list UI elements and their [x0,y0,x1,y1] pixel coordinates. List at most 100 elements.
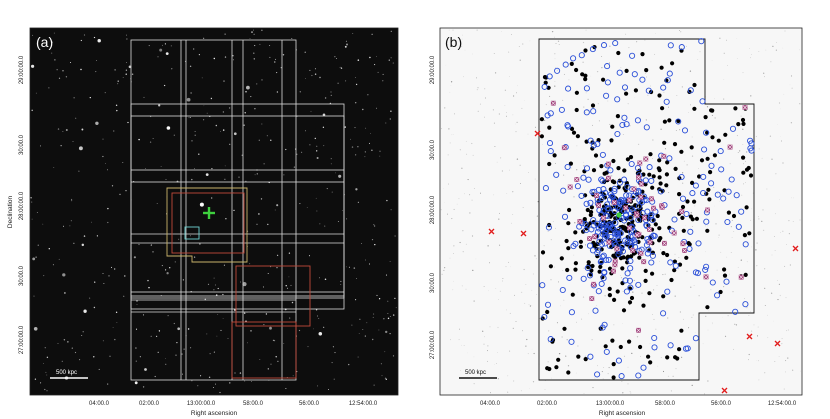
star [285,285,287,287]
speck [561,336,563,338]
member-galaxy-ring [732,308,739,315]
member-galaxy-ring [587,199,594,206]
speck [664,273,666,275]
speck [452,280,454,282]
speck [609,123,611,125]
speck [565,355,567,357]
star [276,267,278,269]
star [247,342,248,344]
speck [444,267,446,269]
speck [467,179,469,181]
star [81,243,85,247]
speck [583,161,585,163]
purple-x-square-marker [727,144,733,150]
speck [461,285,463,287]
star [176,341,178,344]
member-galaxy-ring [735,223,742,230]
star [187,328,190,330]
member-galaxy-ring [738,208,745,215]
member-galaxy-ring [599,177,606,185]
speck [521,330,523,332]
member-galaxy-dot [625,256,630,261]
speck [691,225,693,228]
member-galaxy-ring [583,85,590,92]
speck [479,192,482,194]
speck [799,219,801,221]
star [57,343,59,344]
speck [583,165,585,167]
speck [521,107,523,109]
speck [761,220,763,222]
star [161,44,163,46]
member-galaxy-dot [573,267,578,272]
marker-cross [662,241,667,246]
member-galaxy-dot [650,271,655,276]
marker-cross [591,282,596,287]
star [81,335,83,336]
member-galaxy-dot [731,213,737,219]
star [353,267,356,269]
speck [630,392,632,394]
speck [723,98,725,100]
star [186,97,191,102]
member-galaxy-ring [541,313,548,321]
speck [740,259,742,261]
red-footprint-tile [231,321,297,379]
star [340,67,343,69]
star [243,124,245,126]
member-galaxy-dot [661,294,666,299]
purple-x-square-marker [550,100,556,106]
member-galaxy-dot [607,266,613,271]
member-galaxy-dot [615,289,620,294]
marker-cross [606,239,612,245]
speck [656,285,658,286]
star [52,264,54,266]
member-galaxy-dot [733,106,738,111]
speck [757,360,759,362]
marker-cross [612,200,617,205]
star [89,96,91,99]
star [253,52,255,54]
star [223,264,225,266]
speck [485,97,486,99]
star [216,335,218,337]
member-galaxy-dot [578,239,584,244]
speck [629,391,631,393]
star [40,382,42,384]
star [138,138,140,141]
star [366,322,368,324]
star [258,139,260,141]
member-galaxy-ring [614,130,621,138]
star [60,145,62,147]
speck [750,219,752,221]
star [81,128,84,131]
star [274,61,276,63]
member-galaxy-ring [667,342,674,349]
member-galaxy-dot [741,155,746,160]
star [365,259,366,261]
speck [621,115,622,116]
member-galaxy-ring [544,301,552,308]
speck [585,29,587,31]
member-galaxy-ring [586,242,594,249]
marker-cross [596,203,601,208]
speck [784,265,786,267]
speck [750,95,752,97]
star [256,83,258,85]
member-galaxy-dot [569,126,575,131]
speck [537,200,539,203]
star [136,304,138,305]
star [355,83,358,86]
speck [444,202,445,203]
speck [711,60,713,62]
star [63,339,66,341]
star [290,284,292,286]
member-galaxy-ring [600,186,607,193]
star [116,109,118,112]
speck [723,52,725,54]
star [292,375,294,377]
star [67,341,69,343]
star [348,266,350,268]
star [362,328,364,330]
member-galaxy-ring [717,148,724,155]
